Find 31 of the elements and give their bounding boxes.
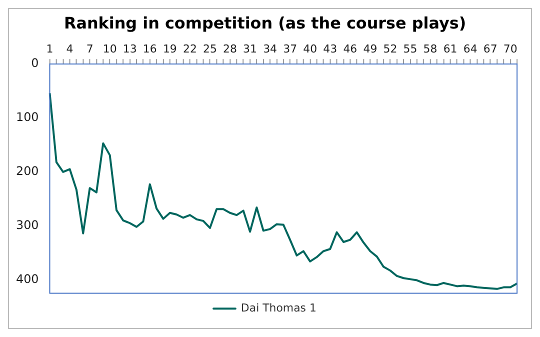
x-tick-label: 1 xyxy=(46,42,54,56)
x-tick-label: 4 xyxy=(66,42,74,56)
x-tick-label: 43 xyxy=(323,42,338,56)
x-tick-label: 46 xyxy=(343,42,358,56)
y-tick-label: 300 xyxy=(16,218,39,232)
x-tick-label: 52 xyxy=(383,42,398,56)
x-tick-label: 61 xyxy=(443,42,458,56)
x-tick-label: 55 xyxy=(403,42,418,56)
chart-title: Ranking in competition (as the course plays) xyxy=(64,14,466,33)
y-tick-label: 100 xyxy=(16,110,39,124)
x-tick-label: 70 xyxy=(503,42,518,56)
x-tick-label: 19 xyxy=(162,42,177,56)
x-tick-label: 31 xyxy=(243,42,257,56)
x-tick-label: 25 xyxy=(203,42,217,56)
y-tick-label: 400 xyxy=(16,272,39,286)
x-tick-label: 37 xyxy=(283,42,298,56)
x-tick-label: 58 xyxy=(423,42,438,56)
x-tick-label: 10 xyxy=(102,42,117,56)
x-tick-label: 40 xyxy=(303,42,318,56)
x-tick-label: 28 xyxy=(223,42,237,56)
x-tick-label: 13 xyxy=(122,42,137,56)
x-tick-label: 49 xyxy=(363,42,378,56)
x-tick-label: 7 xyxy=(86,42,94,56)
x-tick-label: 64 xyxy=(463,42,478,56)
x-tick-label: 67 xyxy=(483,42,498,56)
x-tick-label: 16 xyxy=(142,42,157,56)
legend-label: Dai Thomas 1 xyxy=(240,301,316,314)
y-tick-label: 0 xyxy=(31,56,39,70)
x-tick-label: 22 xyxy=(182,42,197,56)
x-tick-label: 34 xyxy=(263,42,278,56)
y-tick-label: 200 xyxy=(16,164,39,178)
